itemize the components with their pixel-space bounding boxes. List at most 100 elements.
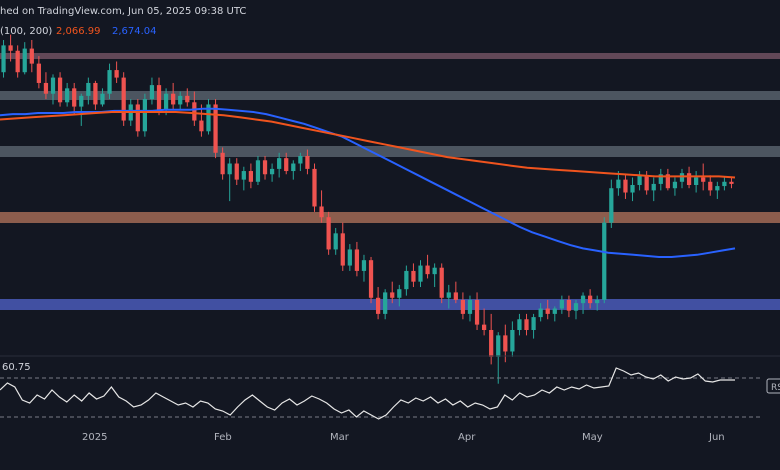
candle-body xyxy=(559,299,564,309)
candle-body xyxy=(566,299,572,311)
candle-body xyxy=(206,104,211,132)
candle-body xyxy=(701,177,706,182)
candle-body xyxy=(347,249,352,266)
candle-body xyxy=(156,85,162,110)
candle-body xyxy=(340,233,345,266)
candle-body xyxy=(609,188,614,223)
candle-body xyxy=(86,82,91,96)
candle-body xyxy=(185,95,190,103)
candle-body xyxy=(248,171,254,182)
candle-body xyxy=(580,295,586,304)
candle-body xyxy=(298,156,303,164)
candle-body xyxy=(453,292,458,300)
candle-body xyxy=(171,93,176,105)
candle-body xyxy=(149,85,155,100)
candle-body xyxy=(679,173,685,182)
x-tick-apr: Apr xyxy=(458,432,476,443)
candle-body xyxy=(284,158,289,172)
candle-body xyxy=(708,181,713,191)
candle-body xyxy=(135,104,140,132)
candle-body xyxy=(277,158,282,169)
candle-body xyxy=(241,171,246,180)
ma-100-line xyxy=(0,107,736,258)
candle-body xyxy=(15,50,20,73)
candle-body xyxy=(114,70,119,78)
candle-body xyxy=(234,163,239,180)
candle-body xyxy=(644,175,649,191)
candle-body xyxy=(672,181,678,189)
ma-200-line xyxy=(0,111,736,179)
upper-resistance-zone xyxy=(0,91,780,100)
candle-body xyxy=(432,267,437,275)
candle-body xyxy=(383,292,388,314)
candle-body xyxy=(291,163,296,172)
candle-body xyxy=(50,77,56,94)
candle-body xyxy=(213,104,218,153)
candle-body xyxy=(192,102,197,121)
rsi-tag: RS xyxy=(771,383,780,393)
x-tick-feb: Feb xyxy=(214,432,232,443)
candle-body xyxy=(637,175,642,185)
candle-body xyxy=(602,222,607,300)
x-tick-may: May xyxy=(582,432,603,443)
candle-body xyxy=(227,163,232,175)
candle-body xyxy=(665,174,670,189)
candle-body xyxy=(722,181,727,187)
candle-body xyxy=(686,173,692,185)
candle-body xyxy=(552,308,557,314)
rsi-line xyxy=(0,367,735,420)
candle-body xyxy=(531,317,536,330)
candle-body xyxy=(573,303,579,311)
candle-body xyxy=(595,299,600,304)
candle-body xyxy=(43,82,49,94)
candle-body xyxy=(390,292,395,298)
candle-body xyxy=(255,160,261,182)
candle-body xyxy=(658,174,663,184)
candle-body xyxy=(623,179,628,193)
candle-body xyxy=(22,48,27,73)
candle-body xyxy=(163,93,169,110)
candle-body xyxy=(93,82,98,105)
middle-support-zone xyxy=(0,212,780,223)
candle-body xyxy=(439,267,444,298)
candle-body xyxy=(361,260,367,271)
candle-body xyxy=(79,95,84,107)
candle-body xyxy=(545,308,550,314)
ma-params-text: (100, 200) xyxy=(0,26,52,37)
publish-info-text: hed on TradingView.com, Jun 05, 2025 09:… xyxy=(0,6,246,17)
price-zones xyxy=(0,53,780,310)
candle-body xyxy=(630,185,635,193)
candle-body xyxy=(1,45,6,73)
candle-body xyxy=(8,45,13,51)
candle-body xyxy=(65,88,70,103)
candle-body xyxy=(333,233,338,250)
candle-body xyxy=(411,270,416,282)
candle-body xyxy=(729,181,734,184)
candle-body xyxy=(460,299,466,314)
candle-body xyxy=(404,270,409,290)
lower-support-zone xyxy=(0,299,780,310)
x-tick-mar: Mar xyxy=(330,432,350,443)
candle-body xyxy=(474,299,480,325)
candle-body xyxy=(312,168,317,207)
x-axis[interactable]: 2025 Feb Mar Apr May Jun xyxy=(82,432,725,443)
candle-body xyxy=(326,217,331,250)
ma-200-value: 2,066.99 xyxy=(56,26,101,37)
candle-body xyxy=(57,77,63,103)
candles xyxy=(1,34,734,384)
candle-body xyxy=(538,308,543,318)
candle-body xyxy=(121,77,126,121)
rsi-tag-box xyxy=(766,378,780,394)
candle-body xyxy=(178,95,183,105)
price-pane xyxy=(0,0,780,356)
candle-body xyxy=(397,289,402,298)
candle-body xyxy=(489,330,494,357)
candle-body xyxy=(220,152,225,175)
candle-body xyxy=(262,160,268,175)
candle-body xyxy=(425,265,430,275)
candle-body xyxy=(715,186,720,191)
candle-body xyxy=(694,177,699,185)
candle-body xyxy=(503,335,508,352)
candle-body xyxy=(199,120,204,132)
